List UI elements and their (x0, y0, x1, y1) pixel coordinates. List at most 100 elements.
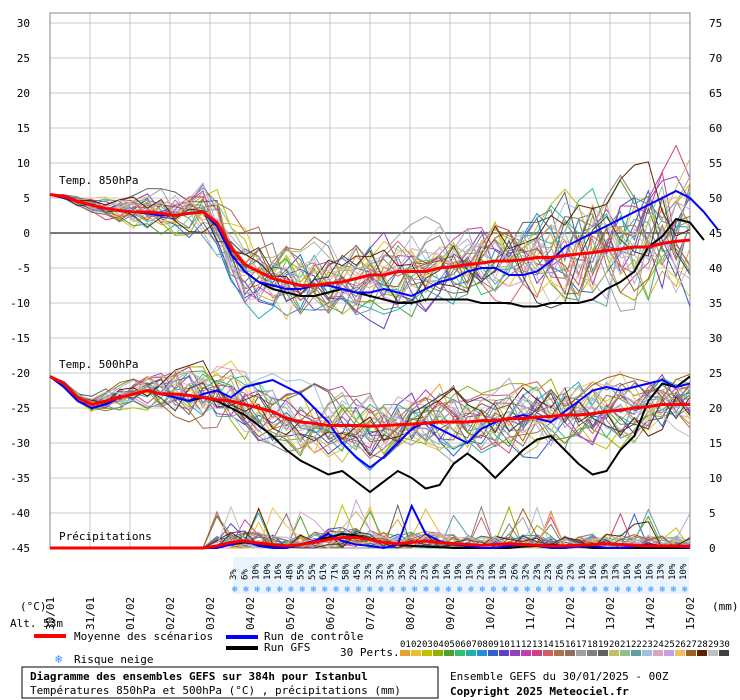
chart-subtitle: Températures 850hPa et 500hPa (°C) , pré… (30, 684, 401, 697)
left-tick-label: -45 (10, 542, 30, 555)
x-tick-label: 05/02 (284, 597, 297, 630)
snowflake-icon: ❄ (277, 585, 283, 595)
pert-line-t500 (49, 373, 691, 442)
snowflake-icon: ❄ (536, 585, 542, 595)
perturbation-lines (49, 144, 691, 550)
pert-number: 02 (411, 640, 422, 650)
pert-line-t850 (49, 179, 691, 318)
pert-swatch (609, 650, 619, 656)
snowflake-icon: ❄ (356, 585, 362, 595)
pert-line-t850 (49, 158, 691, 296)
left-tick-label: -30 (10, 437, 30, 450)
pert-swatch (653, 650, 663, 656)
pert-swatch (543, 650, 553, 656)
snowflake-icon: ❄ (615, 585, 621, 595)
right-tick-label: 25 (709, 367, 722, 380)
pert-line-t500 (49, 365, 691, 438)
pert-swatch (664, 650, 674, 656)
snowflake-icon: ❄ (480, 585, 486, 595)
perturbation-legend: 01 02 03 04 05 06 07 08 09 10 11 12 13 14 15 16 17 18 19 20… (400, 640, 730, 656)
right-tick-label: 10 (709, 472, 722, 485)
x-tick-label: 15/02 (684, 597, 697, 630)
pert-number: 29 (708, 640, 719, 650)
pert-number: 26 (675, 640, 686, 650)
right-tick-label: 75 (709, 17, 722, 30)
snowflake-icon: ❄ (390, 585, 396, 595)
left-tick-label: 30 (17, 17, 30, 30)
pert-line-t850 (49, 194, 691, 309)
left-axis: 30 25 20 15 10 5 0 -5 -10 -15 -20 -25 -30 -35 -40 -45 (10, 17, 30, 555)
snowflake-icon: ❄ (345, 585, 351, 595)
snowflake-icon: ❄ (322, 585, 328, 595)
x-tick-label: 09/02 (444, 597, 457, 630)
snow-risk-value: 19% (454, 563, 464, 580)
right-tick-label: 60 (709, 122, 722, 135)
legend-mean-label: Moyenne des scénarios (74, 630, 213, 643)
snowflake-icon: ❄ (255, 585, 261, 595)
pert-line-t850 (49, 194, 691, 302)
snowflake-icon: ❄ (401, 585, 407, 595)
legend-control-label: Run de contrôle (264, 630, 363, 643)
snow-risk-value: 23% (420, 563, 430, 580)
snow-risk-value: 23% (567, 563, 577, 580)
pert-number: 28 (697, 640, 708, 650)
snowflake-icon: ❄ (457, 585, 463, 595)
pert-swatch (620, 650, 630, 656)
pert-swatch (719, 650, 729, 656)
pert-swatch (422, 650, 432, 656)
snow-risk-value: 19% (488, 563, 498, 580)
snow-risk-value: 26% (510, 563, 520, 580)
pert-swatch (455, 650, 465, 656)
left-tick-label: 10 (17, 157, 30, 170)
snowflake-icon: ❄ (558, 585, 564, 595)
pert-swatch (433, 650, 443, 656)
snow-risk-value: 16% (578, 563, 588, 580)
pert-line-t500 (49, 370, 691, 453)
pert-number: 22 (631, 640, 642, 650)
snow-risk-value: 3% (229, 569, 239, 580)
snowflake-icon: ❄ (525, 585, 531, 595)
pert-number: 18 (587, 640, 598, 650)
altitude-label: Alt. 53m (10, 617, 63, 630)
snow-risk-value: 71% (330, 563, 340, 580)
left-tick-label: -25 (10, 402, 30, 415)
pert-number: 09 (488, 640, 499, 650)
panel-label-precip: Précipitations (59, 530, 152, 543)
pert-number: 19 (598, 640, 609, 650)
pert-swatch (400, 650, 410, 656)
pert-line-t850 (49, 188, 691, 303)
pert-swatch (708, 650, 718, 656)
snowflake-icon: ❄ (603, 585, 609, 595)
pert-swatch (697, 650, 707, 656)
x-tick-label: 10/02 (484, 597, 497, 630)
pert-swatch (631, 650, 641, 656)
pert-line-t500 (49, 370, 691, 454)
pert-line-t500 (49, 376, 691, 460)
pert-line-t500 (49, 360, 691, 441)
pert-line-t500 (49, 376, 691, 457)
pert-number: 14 (543, 640, 554, 650)
right-tick-label: 45 (709, 227, 722, 240)
snow-risk-value: 16% (645, 563, 655, 580)
left-tick-label: -10 (10, 297, 30, 310)
pert-swatch (444, 650, 454, 656)
pert-line-t850 (49, 194, 691, 306)
pert-number: 04 (433, 640, 444, 650)
pert-swatch (499, 650, 509, 656)
pert-number: 07 (466, 640, 477, 650)
snowflake-icon: ❄ (243, 585, 249, 595)
snow-risk-value: 32% (364, 563, 374, 580)
pert-swatch (521, 650, 531, 656)
chart-title: Diagramme des ensembles GEFS sur 384h po… (30, 670, 368, 683)
pert-swatch (675, 650, 685, 656)
snowflake-icon: ❄ (367, 585, 373, 595)
pert-swatch (598, 650, 608, 656)
pert-swatch (587, 650, 597, 656)
x-tick-label: 06/02 (324, 597, 337, 630)
snow-risk-value: 35% (398, 563, 408, 580)
title-box (21, 666, 439, 699)
run-info: Ensemble GEFS du 30/01/2025 - 00Z (450, 670, 669, 683)
pert-number: 24 (653, 640, 664, 650)
